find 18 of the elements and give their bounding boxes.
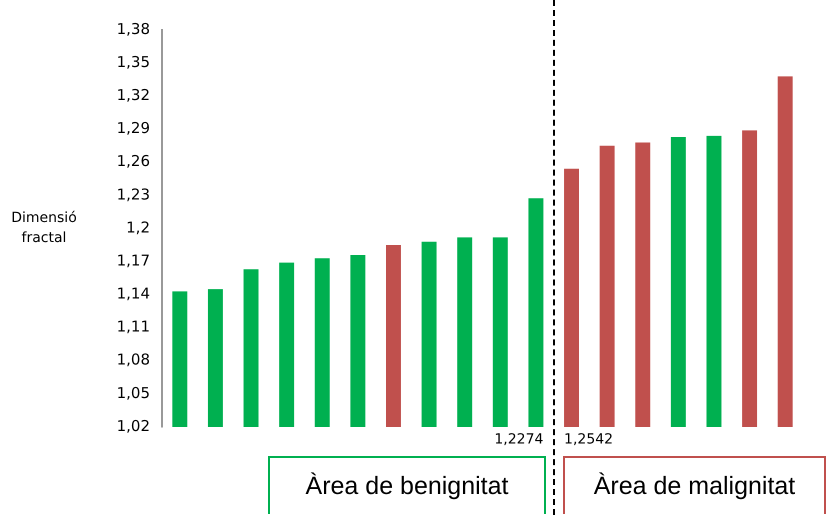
y-tick-label: 1,23 xyxy=(116,185,150,204)
y-tick-label: 1,38 xyxy=(116,20,150,38)
text: Àrea de malignitat xyxy=(563,456,826,514)
y-tick-label: 1,35 xyxy=(116,52,150,71)
y-axis-title: Dimensió fractal xyxy=(10,209,78,248)
data-label: 1,2274 xyxy=(494,432,544,448)
y-tick-label: 1,26 xyxy=(116,152,150,170)
y-tick-label: 1,29 xyxy=(116,119,150,138)
text: Àrea de benignitat xyxy=(268,456,546,514)
y-tick-label: 1,08 xyxy=(116,350,150,369)
y-tick-label: 1,2 xyxy=(126,218,150,236)
y-tick-label: 1,05 xyxy=(116,384,150,402)
y-tick-label: 1,17 xyxy=(116,251,150,270)
y-tick-label: 1,14 xyxy=(116,284,150,303)
y-tick-label: 1,11 xyxy=(116,318,150,336)
data-label: 1,2542 xyxy=(564,432,614,448)
y-tick-label: 1,02 xyxy=(116,416,150,435)
y-tick-label: 1,32 xyxy=(116,86,150,104)
